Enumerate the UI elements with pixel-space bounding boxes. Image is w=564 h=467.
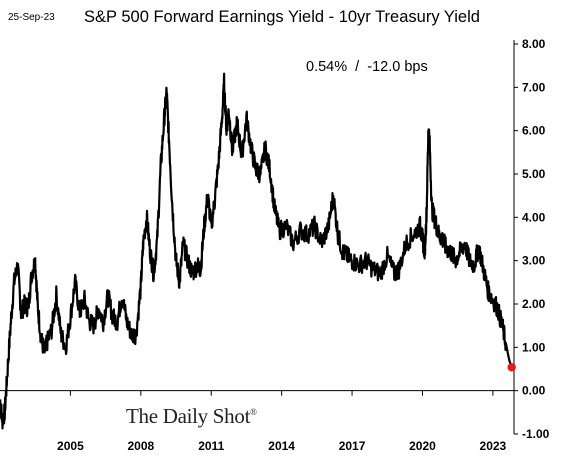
y-tick-label: 4.00: [522, 210, 546, 224]
y-tick-label: 2.00: [522, 297, 546, 311]
plot-area: [0, 72, 516, 430]
y-tick-label: 3.00: [522, 254, 546, 268]
y-tick-label: 1.00: [522, 340, 546, 354]
report-date: 25-Sep-23: [8, 12, 55, 23]
x-tick-label: 2008: [127, 439, 154, 453]
x-tick-label: 2011: [198, 439, 224, 453]
brand-trademark: ®: [250, 407, 257, 417]
series-line: [0, 72, 513, 430]
latest-point-marker: [507, 363, 516, 372]
x-tick-label: 2014: [268, 439, 295, 453]
y-tick-label: 8.00: [522, 37, 546, 51]
chart-title: S&P 500 Forward Earnings Yield - 10yr Tr…: [84, 8, 480, 26]
x-tick-label: 2005: [57, 439, 84, 453]
y-tick-label: 5.00: [522, 167, 546, 181]
x-tick-label: 2020: [409, 439, 436, 453]
tick-labels: -1.00 0.00 1.00 2.00 3.00 4.00 5.00 6.00 7.00 8.0…: [57, 37, 550, 453]
y-tick-label: 7.00: [522, 80, 546, 94]
y-tick-label: 0.00: [522, 384, 546, 398]
latest-value-annotation: 0.54% / -12.0 bps: [306, 59, 428, 75]
brand-name: The Daily Shot: [126, 404, 251, 428]
x-tick-label: 2023: [480, 439, 507, 453]
x-tick-label: 2017: [339, 439, 366, 453]
y-tick-label: -1.00: [522, 427, 550, 441]
brand-logo: The Daily Shot®: [126, 404, 257, 429]
y-tick-label: 6.00: [522, 124, 546, 138]
